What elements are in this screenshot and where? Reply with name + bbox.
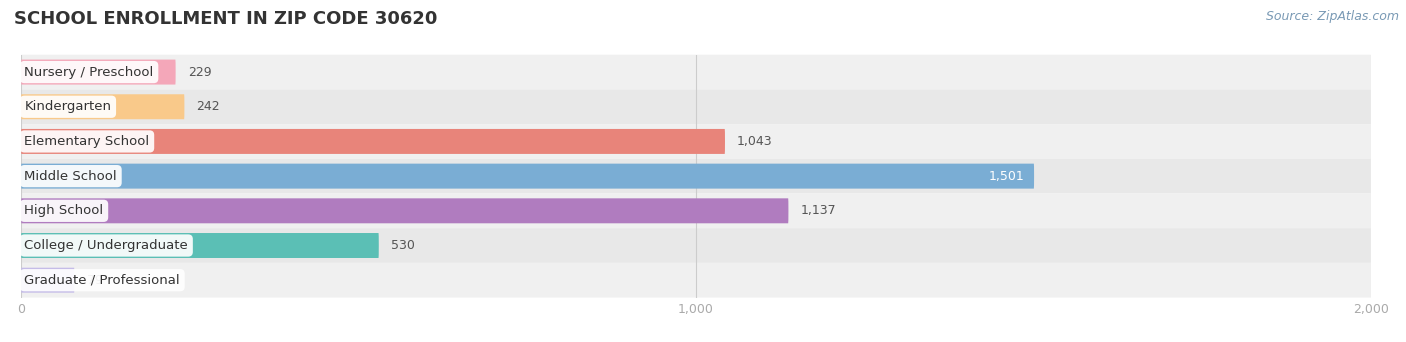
FancyBboxPatch shape bbox=[21, 129, 725, 154]
Text: 530: 530 bbox=[391, 239, 415, 252]
Text: Middle School: Middle School bbox=[24, 170, 117, 183]
FancyBboxPatch shape bbox=[21, 159, 1371, 194]
FancyBboxPatch shape bbox=[21, 163, 1033, 189]
Text: Nursery / Preschool: Nursery / Preschool bbox=[24, 66, 153, 79]
Text: Source: ZipAtlas.com: Source: ZipAtlas.com bbox=[1265, 10, 1399, 23]
Text: 1,043: 1,043 bbox=[737, 135, 773, 148]
FancyBboxPatch shape bbox=[21, 233, 378, 258]
Text: 1,137: 1,137 bbox=[800, 204, 837, 217]
Text: Kindergarten: Kindergarten bbox=[24, 100, 111, 113]
FancyBboxPatch shape bbox=[21, 228, 1371, 263]
FancyBboxPatch shape bbox=[21, 89, 1371, 124]
FancyBboxPatch shape bbox=[21, 124, 1371, 159]
Text: College / Undergraduate: College / Undergraduate bbox=[24, 239, 188, 252]
Text: 242: 242 bbox=[197, 100, 221, 113]
Text: Graduate / Professional: Graduate / Professional bbox=[24, 274, 180, 287]
Text: High School: High School bbox=[24, 204, 104, 217]
FancyBboxPatch shape bbox=[21, 268, 75, 293]
Text: SCHOOL ENROLLMENT IN ZIP CODE 30620: SCHOOL ENROLLMENT IN ZIP CODE 30620 bbox=[14, 10, 437, 28]
Text: 229: 229 bbox=[188, 66, 211, 79]
FancyBboxPatch shape bbox=[21, 94, 184, 119]
FancyBboxPatch shape bbox=[21, 263, 1371, 298]
FancyBboxPatch shape bbox=[21, 194, 1371, 228]
FancyBboxPatch shape bbox=[21, 60, 176, 84]
Text: 1,501: 1,501 bbox=[988, 170, 1024, 183]
Text: 79: 79 bbox=[87, 274, 103, 287]
FancyBboxPatch shape bbox=[21, 55, 1371, 89]
Text: Elementary School: Elementary School bbox=[24, 135, 149, 148]
FancyBboxPatch shape bbox=[21, 198, 789, 223]
